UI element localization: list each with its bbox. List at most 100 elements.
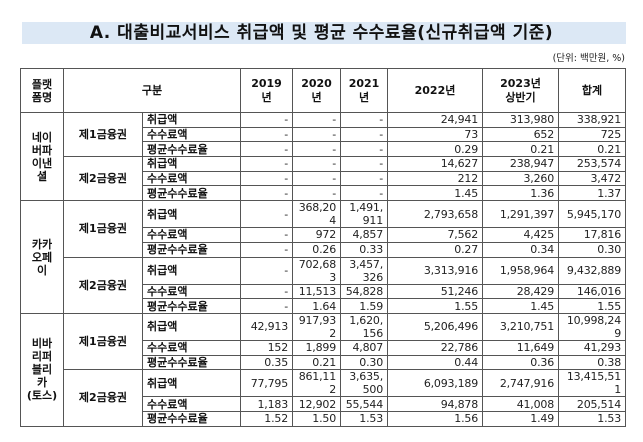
cell-value: 94,878 [387, 396, 483, 412]
cell-value: 238,947 [482, 156, 559, 172]
cell-value: 1.36 [482, 185, 559, 202]
cell-value: 51,246 [387, 283, 483, 300]
cell-value: - [240, 185, 293, 202]
cell-value: 3,472 [558, 170, 626, 187]
cell-value: 972 [292, 227, 341, 243]
cell-value: 725 [558, 126, 626, 143]
cell-value: 13,415,511 [558, 369, 626, 398]
cell-value: 313,980 [482, 112, 559, 128]
row-label: 취급액 [142, 200, 241, 229]
cell-value: 3,260 [482, 170, 559, 187]
cell-value: 4,425 [482, 227, 559, 243]
cell-value: - [240, 141, 293, 158]
sector-group: 제1금융권 [63, 111, 143, 158]
cell-value: 1.53 [340, 410, 388, 427]
cell-value: 12,902 [292, 396, 341, 412]
cell-value: - [340, 185, 388, 202]
cell-value: - [240, 283, 293, 300]
table-row: 카카 오페 이 제1금융권 취급액 -368,204 1,491,911 2,793,65… [20, 200, 626, 314]
cell-value: 24,941 [387, 112, 483, 128]
cell-value: 17,816 [558, 227, 626, 243]
cell-value: 212 [387, 170, 483, 187]
cell-value: 917,932 [292, 312, 341, 341]
platform-name: 카카 오페 이 [20, 200, 64, 314]
cell-value: 73 [387, 126, 483, 143]
col-header-2022: 2022년 [387, 68, 483, 113]
row-label: 평균수수료율 [142, 141, 241, 158]
cell-value: 54,828 [340, 283, 388, 300]
cell-value: 702,683 [292, 256, 341, 285]
row-label: 취급액 [142, 112, 241, 128]
cell-value: 3,313,916 [387, 256, 483, 285]
cell-value: 152 [240, 339, 293, 356]
cell-value: - [292, 185, 341, 202]
cell-value: 6,093,189 [387, 369, 483, 398]
cell-value: - [240, 298, 293, 314]
cell-value: 2,747,916 [482, 369, 559, 398]
row-label: 평균수수료율 [142, 241, 241, 258]
cell-value: 41,008 [482, 396, 559, 412]
cell-value: - [292, 112, 341, 128]
cell-value: 4,807 [340, 339, 388, 356]
cell-value: 3,457,326 [340, 256, 388, 285]
cell-value: 1.37 [558, 185, 626, 202]
cell-value: 861,112 [292, 369, 341, 398]
cell-value: 0.34 [482, 241, 559, 258]
title-band [22, 22, 626, 44]
cell-value: 338,921 [558, 112, 626, 128]
cell-value: 0.21 [292, 354, 341, 371]
page-title: A. 대출비교서비스 취급액 및 평균 수수료율(신규취급액 기준) [89, 23, 554, 43]
cell-value: 205,514 [558, 396, 626, 412]
header-row: 플랫 폼명 구분 2019 년 2020 년 2021 년 2022년 2023… [20, 68, 626, 113]
cell-value: - [240, 241, 293, 258]
cell-value: 4,857 [340, 227, 388, 243]
col-header-2023h1: 2023년 상반기 [482, 68, 559, 113]
cell-value: - [340, 126, 388, 143]
row-label: 수수료액 [142, 396, 241, 412]
cell-value: 368,204 [292, 200, 341, 229]
table-row: 수수료액 152 1,899 4,807 22,786 11,649 41,293 [21, 339, 626, 356]
cell-value: 1.52 [240, 410, 293, 427]
row-label: 수수료액 [142, 283, 241, 300]
row-label: 평균수수료율 [142, 354, 241, 371]
cell-value: - [340, 141, 388, 158]
cell-value: 28,429 [482, 283, 559, 300]
row-label: 평균수수료율 [142, 298, 241, 314]
cell-value: - [340, 112, 388, 128]
cell-value: 0.35 [240, 354, 293, 371]
cell-value: 0.30 [340, 354, 388, 371]
cell-value: 1,491,911 [340, 200, 388, 229]
cell-value: - [240, 200, 293, 229]
table-row: 제2금융권 취급액 77,795 861,112 3,635,500 6,093,189 2… [21, 369, 626, 427]
cell-value: 1.55 [387, 298, 483, 314]
row-label: 수수료액 [142, 339, 241, 356]
cell-value: 0.33 [340, 241, 388, 258]
col-header-total: 합계 [558, 68, 626, 113]
cell-value: 42,913 [240, 312, 293, 341]
cell-value: - [240, 256, 293, 285]
row-label: 취급액 [142, 312, 241, 341]
cell-value: 2,793,658 [387, 200, 483, 229]
row-label: 취급액 [142, 256, 241, 285]
cell-value: 652 [482, 126, 559, 143]
cell-value: 0.36 [482, 354, 559, 371]
cell-value: 5,206,496 [387, 312, 483, 341]
col-header-2019: 2019 년 [240, 68, 293, 113]
cell-value: 1,620,156 [340, 312, 388, 341]
cell-value: 1.55 [558, 298, 626, 314]
row-label: 수수료액 [142, 126, 241, 143]
cell-value: - [340, 170, 388, 187]
cell-value: 11,513 [292, 283, 341, 300]
cell-value: 1.59 [340, 298, 388, 314]
table-row: 수수료액 -972 4,857 7,562 4,425 17,816 [21, 227, 626, 243]
table-row: 제2금융권 취급액 - - -14,627 238,947 253,574 [21, 156, 626, 202]
cell-value: 7,562 [387, 227, 483, 243]
cell-value: 1,899 [292, 339, 341, 356]
cell-value: 3,210,751 [482, 312, 559, 341]
col-header-category: 구분 [63, 68, 241, 113]
cell-value: 0.44 [387, 354, 483, 371]
row-label: 평균수수료율 [142, 410, 241, 427]
table-row: 네이 버파 이낸 셜 제1금융권 취급액 - - -24,941 313,980 338,92… [20, 111, 626, 202]
cell-value: 1.50 [292, 410, 341, 427]
sector-group: 제2금융권 [63, 256, 143, 314]
